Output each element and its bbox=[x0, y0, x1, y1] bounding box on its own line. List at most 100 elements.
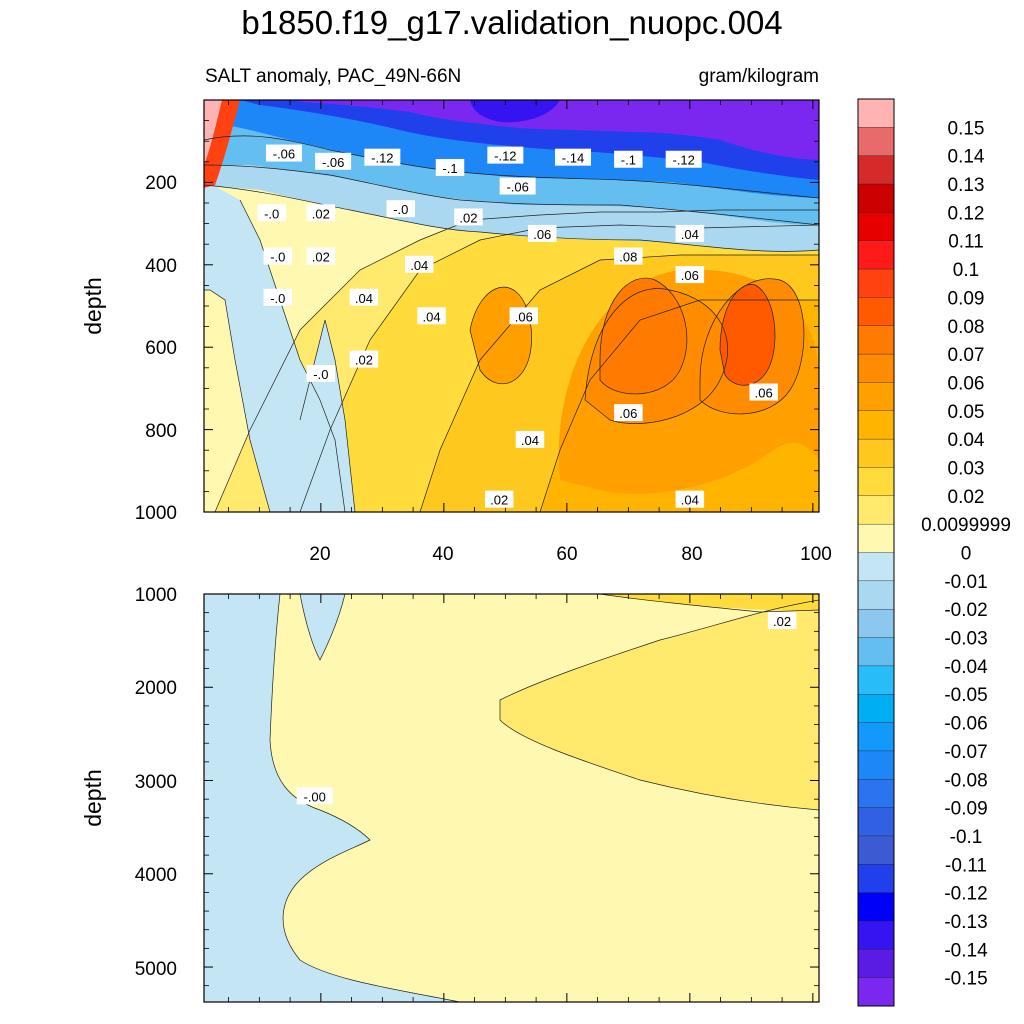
contour-label-bg bbox=[749, 383, 778, 401]
contour-label-text: -.12 bbox=[371, 151, 393, 166]
upper-x-tick-80: 80 bbox=[681, 544, 702, 565]
contour-label-bg bbox=[484, 490, 514, 508]
contour-label-bg bbox=[435, 158, 465, 176]
colorbar-swatch bbox=[857, 722, 895, 752]
colorbar-label: -0.1 bbox=[950, 827, 983, 848]
contour-label: -.14 bbox=[555, 148, 591, 166]
contour-label-bg bbox=[306, 247, 336, 265]
contour-label-text: -.0 bbox=[313, 367, 328, 382]
upper-y-tick-200: 200 bbox=[145, 173, 177, 194]
lower-y-tick-2000: 2000 bbox=[135, 678, 177, 699]
colorbar-swatch bbox=[857, 977, 895, 1007]
contour-label-text: -.06 bbox=[273, 147, 295, 162]
lower-band-001 bbox=[500, 600, 819, 810]
colorbar-label: 0 bbox=[961, 544, 972, 565]
contour-label: -.12 bbox=[665, 150, 702, 168]
colorbar-label: 0.04 bbox=[948, 430, 985, 451]
contour-label-text: .02 bbox=[773, 614, 791, 629]
contour-label-text: -.06 bbox=[322, 155, 344, 170]
contour-label: -.0 bbox=[306, 364, 336, 382]
colorbar-label: 0.02 bbox=[948, 487, 985, 508]
contour-label-text: .06 bbox=[533, 227, 551, 242]
contour-label-text: -.12 bbox=[672, 153, 694, 168]
colorbar-swatch bbox=[857, 637, 895, 667]
colorbar-swatch bbox=[857, 864, 895, 894]
contour-label-text: .02 bbox=[459, 210, 477, 225]
figure-title: b1850.f19_g17.validation_nuopc.004 bbox=[241, 4, 782, 41]
contour-label-text: .04 bbox=[410, 258, 428, 273]
upper-neg-spot bbox=[470, 100, 560, 123]
colorbar-swatch bbox=[857, 438, 895, 468]
contour-label-text: .02 bbox=[490, 493, 508, 508]
contour-label-text: -.1 bbox=[442, 161, 457, 176]
colorbar-swatch bbox=[857, 240, 895, 270]
colorbar-label: -0.08 bbox=[944, 770, 987, 791]
lower-field bbox=[204, 594, 819, 1002]
contour-label-bg bbox=[515, 430, 545, 448]
upper-x-tick-60: 60 bbox=[556, 544, 577, 565]
contour-label-bg bbox=[675, 490, 705, 508]
contour-label-bg bbox=[614, 150, 643, 168]
contour-label-bg bbox=[364, 148, 401, 166]
contour-label-bg bbox=[675, 266, 705, 284]
contour-label: -.0 bbox=[263, 247, 293, 265]
lower-contour-labels: .02 -.00 bbox=[296, 612, 797, 805]
upper-y-tick-600: 600 bbox=[145, 338, 177, 359]
colorbar-label: 0.08 bbox=[948, 317, 985, 338]
colorbar-label: -0.15 bbox=[944, 969, 987, 990]
contour-label: .02 bbox=[484, 490, 514, 508]
colorbar-label: -0.01 bbox=[944, 572, 987, 593]
lower-neg-spike bbox=[300, 594, 345, 660]
lower-frame bbox=[203, 593, 820, 1003]
contour-label-text: .02 bbox=[312, 250, 330, 265]
contour-label: -.12 bbox=[487, 146, 524, 164]
colorbar-swatch bbox=[857, 779, 895, 809]
contour-label: .02 bbox=[306, 247, 336, 265]
contour-label-text: .02 bbox=[355, 353, 373, 368]
colorbar-swatch bbox=[857, 835, 895, 865]
colorbar-label: 0.06 bbox=[948, 373, 985, 394]
colorbar-swatch bbox=[857, 495, 895, 525]
contour-label-bg bbox=[386, 200, 416, 218]
contour-label: .04 bbox=[405, 255, 434, 273]
upper-core-008b bbox=[720, 284, 775, 386]
contour-label: .02 bbox=[306, 204, 336, 222]
contour-label-bg bbox=[767, 612, 797, 630]
colorbar-swatch bbox=[857, 467, 895, 497]
lower-neg bbox=[204, 594, 460, 1002]
contour-label-text: .04 bbox=[521, 433, 539, 448]
contour-label: -.06 bbox=[499, 177, 536, 195]
contour-label-bg bbox=[555, 148, 591, 166]
contour-label: -.0 bbox=[263, 288, 293, 306]
contour-label: .02 bbox=[767, 612, 797, 630]
contour-label: .06 bbox=[749, 383, 778, 401]
upper-core-008 bbox=[600, 278, 687, 394]
contour-label: .06 bbox=[614, 404, 643, 422]
colorbar-swatch bbox=[857, 325, 895, 355]
contour-label-text: -.0 bbox=[270, 291, 285, 306]
upper-y-tick-1000: 1000 bbox=[135, 503, 177, 524]
contour-label: -.06 bbox=[315, 152, 352, 170]
contour-label-bg bbox=[614, 404, 643, 422]
colorbar-label: 0.1 bbox=[953, 260, 979, 281]
contour-label-bg bbox=[665, 150, 702, 168]
contour-label-text: -.00 bbox=[303, 789, 325, 804]
colorbar-swatch bbox=[857, 920, 895, 950]
colorbar-label: -0.13 bbox=[944, 912, 987, 933]
colorbar-label: 0.11 bbox=[948, 232, 984, 253]
contour-label: .04 bbox=[417, 307, 446, 325]
colorbar-swatch bbox=[857, 608, 895, 639]
colorbar-swatch bbox=[857, 580, 895, 610]
colorbar-swatch bbox=[857, 949, 895, 979]
contour-label: .02 bbox=[349, 350, 379, 368]
colorbar-label: -0.03 bbox=[944, 629, 987, 650]
upper-neg-top5 bbox=[300, 100, 819, 160]
contour-label-text: -.0 bbox=[270, 250, 285, 265]
colorbar-swatch bbox=[857, 665, 895, 695]
colorbar-frame bbox=[857, 98, 895, 1007]
contour-label-bg bbox=[405, 255, 434, 273]
contour-label-text: .06 bbox=[755, 386, 773, 401]
colorbar-label: -0.07 bbox=[944, 742, 987, 763]
colorbar-label: 0.12 bbox=[948, 203, 985, 224]
